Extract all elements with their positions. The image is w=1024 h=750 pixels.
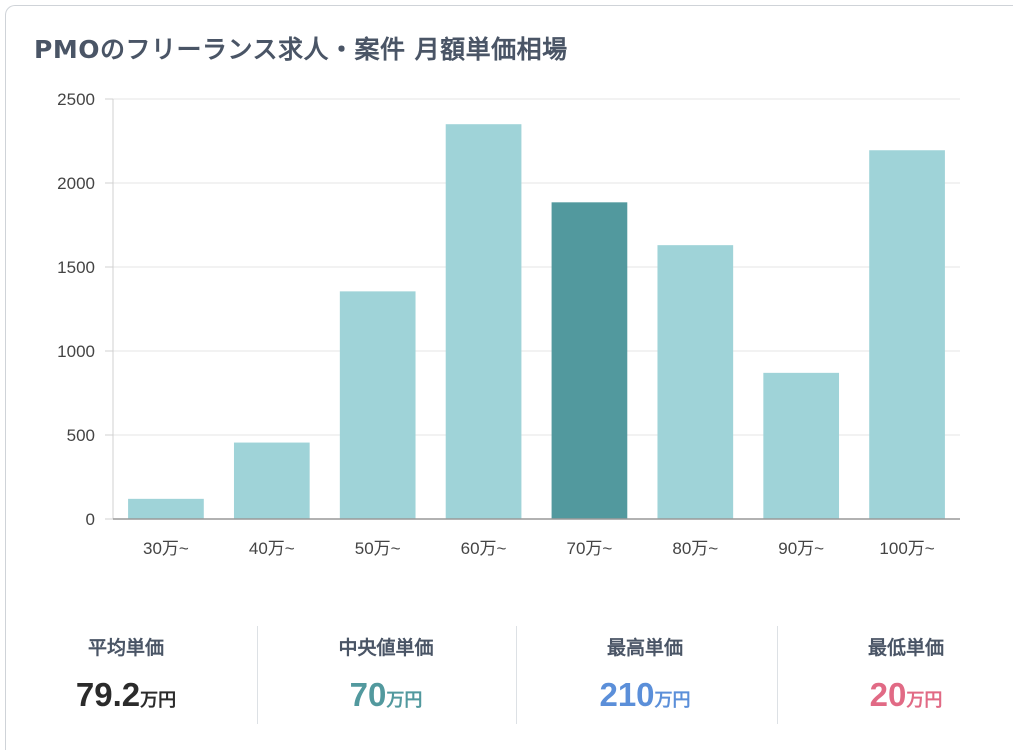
x-tick-label: 100万~ <box>879 539 934 558</box>
bar <box>339 291 416 519</box>
bar-chart: 0 500 1000 1500 2000 2500 30万~ 40万~ 50万~ 60万~ 70万… <box>57 90 960 558</box>
x-tick-label: 70万~ <box>567 539 613 558</box>
chart-title: PMOのフリーランス求人・案件 月額単価相場 <box>34 35 568 64</box>
x-tick-labels: 30万~ 40万~ 50万~ 60万~ 70万~ 80万~ 90万~ 100万~ <box>143 539 935 558</box>
y-tick-label: 1500 <box>57 258 95 277</box>
y-tick-label: 2500 <box>57 90 95 109</box>
x-tick-label: 90万~ <box>778 539 824 558</box>
bar <box>551 202 628 519</box>
x-tick-label: 40万~ <box>249 539 295 558</box>
bar <box>869 150 945 520</box>
x-tick-label: 30万~ <box>143 539 189 558</box>
bar <box>657 245 734 519</box>
grid-lines <box>113 98 960 436</box>
y-tick-label: 500 <box>67 426 95 445</box>
bar <box>763 372 840 519</box>
bars <box>128 124 945 520</box>
x-tick-label: 50万~ <box>355 539 401 558</box>
x-tick-label: 60万~ <box>461 539 507 558</box>
x-tick-label: 80万~ <box>672 539 718 558</box>
y-tick-label: 1000 <box>57 342 95 361</box>
bar <box>445 124 522 519</box>
y-tick-label: 0 <box>86 510 95 529</box>
y-tick-labels: 0 500 1000 1500 2000 2500 <box>57 90 95 529</box>
bar <box>128 498 204 519</box>
y-tick-label: 2000 <box>57 174 95 193</box>
bar <box>233 442 310 519</box>
axes <box>105 98 960 520</box>
